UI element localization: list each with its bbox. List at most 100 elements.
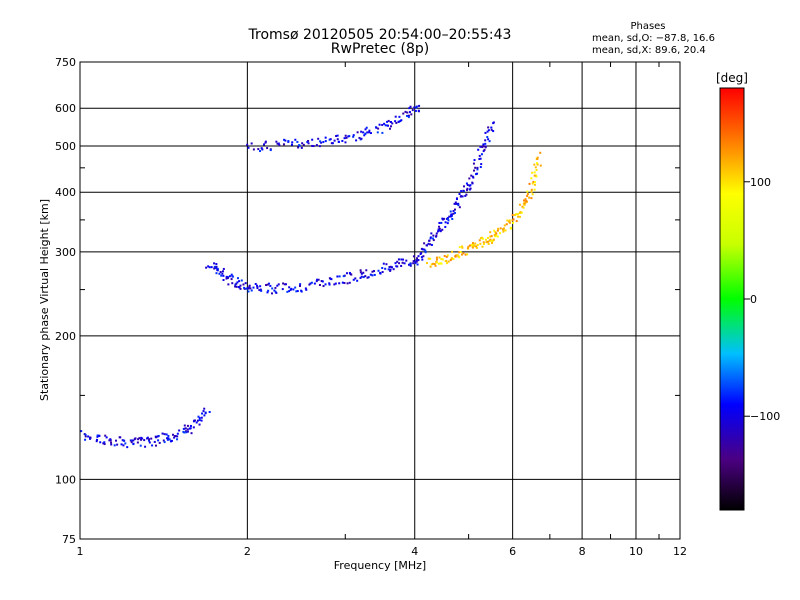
data-point [110,443,113,446]
data-point [528,182,531,185]
y-tick-label: 500 [55,140,76,153]
data-point [465,189,468,192]
data-point [383,122,386,125]
data-point [198,417,201,420]
data-point [157,434,160,437]
x-tick-label: 12 [673,545,687,558]
data-point [98,434,101,437]
colorbar-tick-label: 0 [750,293,757,306]
data-point [466,187,469,190]
data-point [242,283,245,286]
data-point [492,130,495,133]
data-point [391,122,394,125]
data-point [386,120,389,123]
data-point [387,119,390,122]
data-point [436,261,439,264]
data-point [453,202,456,205]
data-point [276,142,279,145]
data-point [300,146,303,149]
data-point [478,158,481,161]
data-point [252,286,255,289]
data-point [521,205,524,208]
data-point [369,273,372,276]
data-point [461,245,464,248]
data-point [484,238,487,241]
data-point [222,270,225,273]
data-point [139,444,142,447]
data-point [250,289,253,292]
data-point [240,279,243,282]
data-point [406,111,409,114]
data-point [173,436,176,439]
data-point [271,287,274,290]
data-point [390,120,393,123]
data-point [460,190,463,193]
data-point [407,116,410,119]
data-point [258,289,261,292]
data-point [362,276,365,279]
data-point [309,282,312,285]
data-point [381,271,384,274]
data-point [379,271,382,274]
data-point [438,262,441,265]
data-point [256,285,259,288]
data-point [238,280,241,283]
data-point [508,220,511,223]
data-point [364,128,367,131]
data-point [239,284,242,287]
data-point [408,107,411,110]
data-point [96,434,99,437]
data-point [215,263,218,266]
data-point [192,426,195,429]
data-point [336,138,339,141]
data-point [290,287,293,290]
data-point [517,213,520,216]
data-point [274,286,277,289]
data-point [343,282,346,285]
data-point [150,437,153,440]
y-tick-label: 750 [55,56,76,69]
data-point [483,148,486,151]
data-point [304,287,307,290]
data-point [346,272,349,275]
data-point [415,259,418,262]
data-point [444,260,447,263]
data-point [228,275,231,278]
data-point [519,211,522,214]
data-point [274,290,277,293]
data-point [167,437,170,440]
data-point [196,419,199,422]
data-point [463,185,466,188]
data-point [266,147,269,150]
data-point [166,438,169,441]
data-point [418,104,421,107]
data-point [247,290,250,293]
data-point [208,410,211,413]
data-point [328,138,331,141]
data-point [482,241,485,244]
data-point [388,127,391,130]
data-point [492,121,495,124]
data-point [334,282,337,285]
data-point [495,232,498,235]
data-point [342,275,345,278]
data-point [523,202,526,205]
data-point [498,232,501,235]
data-point [465,182,468,185]
data-point [315,144,318,147]
data-point [263,143,266,146]
data-point [266,283,269,286]
data-point [318,145,321,148]
data-point [184,430,187,433]
colorbar-tick-label: 100 [750,176,771,189]
data-point [448,215,451,218]
data-point [348,281,351,284]
data-point [488,140,491,143]
data-point [213,265,216,268]
data-point [429,257,432,260]
data-point [275,291,278,294]
data-point [371,274,374,277]
data-point [344,134,347,137]
data-point [186,430,189,433]
data-point [381,123,384,126]
